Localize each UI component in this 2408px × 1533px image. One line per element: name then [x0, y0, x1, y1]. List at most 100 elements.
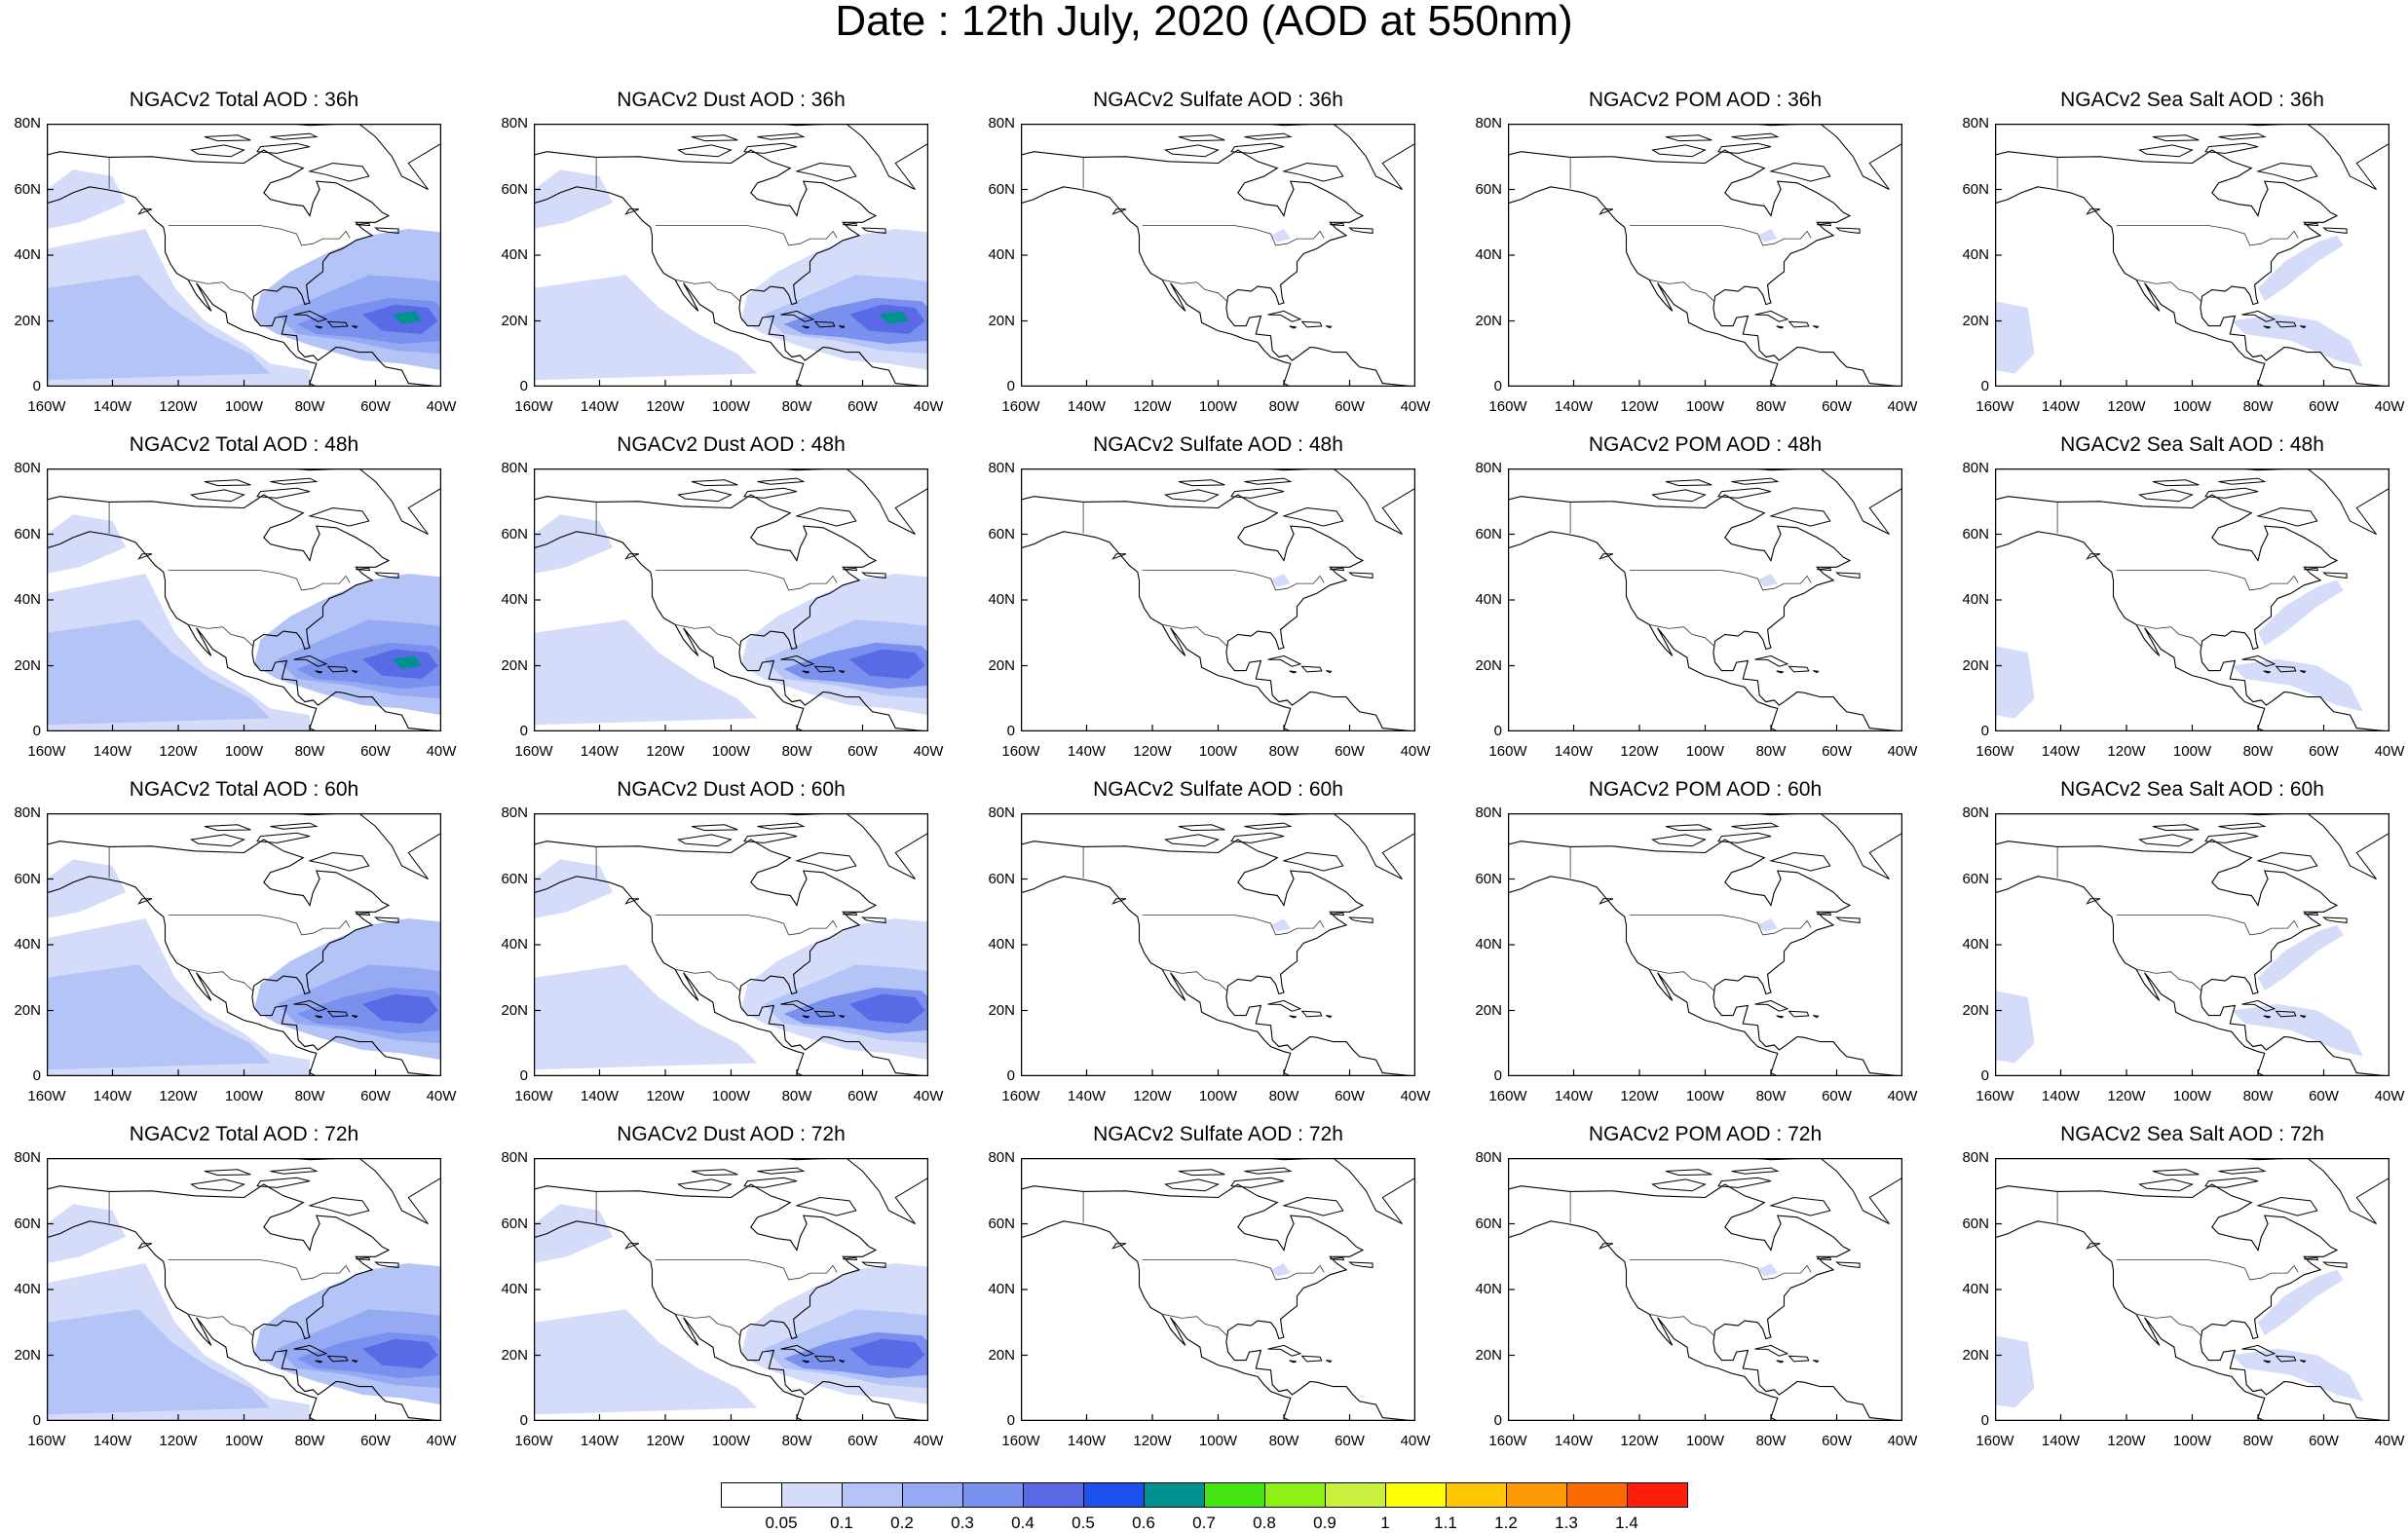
island-outline: [1347, 227, 1373, 234]
lon-tick-label: 140W: [1554, 743, 1594, 760]
national-border: [2136, 623, 2202, 647]
coastline: [1995, 1220, 2266, 1421]
island-outline: [270, 1167, 319, 1175]
national-border: [1649, 279, 1715, 302]
lon-tick-label: 100W: [224, 1088, 264, 1104]
national-border: [2136, 279, 2202, 302]
island-outline: [256, 142, 311, 154]
lon-tick-label: 120W: [646, 1088, 685, 1104]
lon-tick-label: 160W: [514, 743, 553, 760]
coastline: [1995, 531, 2266, 731]
lon-tick-label: 60W: [847, 743, 878, 760]
coastline: [47, 876, 318, 1076]
lat-tick-label: 60N: [14, 1215, 41, 1232]
island-outline: [1282, 506, 1344, 527]
island-outline: [2299, 670, 2307, 674]
island-outline: [1325, 670, 1333, 674]
island-outline: [356, 222, 371, 227]
island-outline: [1776, 670, 1784, 674]
national-border: [168, 225, 351, 246]
colorbar-label: 1.3: [1555, 1514, 1578, 1532]
lon-tick-label: 80W: [1268, 398, 1299, 415]
coastline: [534, 839, 928, 1076]
island-outline: [1267, 1344, 1302, 1357]
island-outline: [1817, 222, 1832, 227]
coastline: [47, 531, 318, 731]
lat-tick-label: 40N: [1962, 936, 1989, 953]
island-outline: [1289, 1360, 1297, 1364]
lon-tick-label: 140W: [2041, 743, 2081, 760]
island-outline: [1717, 1177, 1772, 1188]
lon-tick-label: 100W: [1198, 743, 1238, 760]
coastline: [1508, 494, 1902, 731]
coastline: [1021, 876, 1292, 1076]
lat-tick-label: 0: [1006, 378, 1015, 394]
national-border: [655, 570, 838, 591]
island-outline: [860, 572, 886, 579]
lat-tick-label: 20N: [1962, 656, 1989, 674]
lon-tick-label: 160W: [1001, 1433, 1040, 1449]
lat-tick-label: 20N: [501, 1001, 528, 1019]
island-outline: [843, 567, 858, 572]
island-outline: [1244, 1167, 1293, 1175]
island-outline: [2299, 1015, 2307, 1019]
island-outline: [1769, 162, 1831, 182]
island-outline: [1717, 832, 1772, 843]
national-border: [168, 570, 351, 591]
coastline: [534, 531, 805, 731]
aod-field: [2232, 1348, 2363, 1402]
panel-title: NGACv2 Dust AOD : 48h: [617, 433, 846, 456]
coastline: [1995, 149, 2389, 387]
lat-tick-label: 20N: [1475, 656, 1502, 674]
lon-tick-label: 120W: [2107, 743, 2146, 760]
island-outline: [2275, 1355, 2297, 1363]
lon-tick-label: 40W: [426, 743, 457, 760]
lat-tick-label: 80N: [14, 1149, 41, 1166]
lat-tick-label: 40N: [1962, 591, 1989, 608]
island-outline: [813, 1010, 836, 1018]
lat-tick-label: 40N: [14, 936, 41, 953]
lon-tick-label: 140W: [2041, 398, 2081, 415]
aod-map-dust-72h: [534, 1158, 928, 1421]
coastline: [1021, 1183, 1415, 1421]
island-outline: [1651, 834, 1707, 847]
island-outline: [1267, 999, 1302, 1012]
island-outline: [838, 1015, 846, 1019]
aod-field: [2258, 235, 2344, 302]
island-outline: [1754, 999, 1789, 1012]
lon-tick-label: 80W: [781, 398, 812, 415]
lat-tick-label: 0: [1980, 1412, 1989, 1429]
lon-tick-label: 140W: [1554, 1433, 1594, 1449]
national-border: [188, 1313, 254, 1336]
aod-field: [534, 1204, 613, 1263]
aod-field: [534, 275, 758, 381]
lon-tick-label: 140W: [1067, 1433, 1107, 1449]
colorbar-label: 0.2: [890, 1514, 914, 1532]
lon-tick-label: 120W: [159, 1433, 198, 1449]
island-outline: [838, 325, 846, 329]
island-outline: [2304, 1256, 2319, 1261]
lon-tick-label: 80W: [1755, 398, 1787, 415]
lon-tick-label: 80W: [2242, 398, 2274, 415]
lon-tick-label: 140W: [1067, 1088, 1107, 1104]
island-outline: [204, 134, 251, 142]
panel-title: NGACv2 POM AOD : 60h: [1588, 778, 1823, 801]
aod-field: [534, 619, 758, 726]
coastline: [1508, 839, 1902, 1076]
island-outline: [2304, 567, 2319, 572]
lon-tick-label: 100W: [224, 398, 264, 415]
colorbar-swatch: [1264, 1482, 1326, 1508]
lon-tick-label: 120W: [159, 398, 198, 415]
national-border: [188, 623, 254, 647]
island-outline: [1347, 916, 1373, 923]
coastline: [1995, 876, 2266, 1076]
colorbar-label: 0.3: [951, 1514, 974, 1532]
island-outline: [1834, 1261, 1861, 1268]
lat-tick-label: 20N: [1962, 1346, 1989, 1364]
lat-tick-label: 0: [519, 378, 528, 394]
lon-tick-label: 140W: [580, 1433, 620, 1449]
aod-field: [47, 275, 271, 381]
lon-tick-label: 160W: [1488, 1088, 1527, 1104]
lat-tick-label: 0: [1493, 378, 1502, 394]
island-outline: [190, 144, 245, 158]
